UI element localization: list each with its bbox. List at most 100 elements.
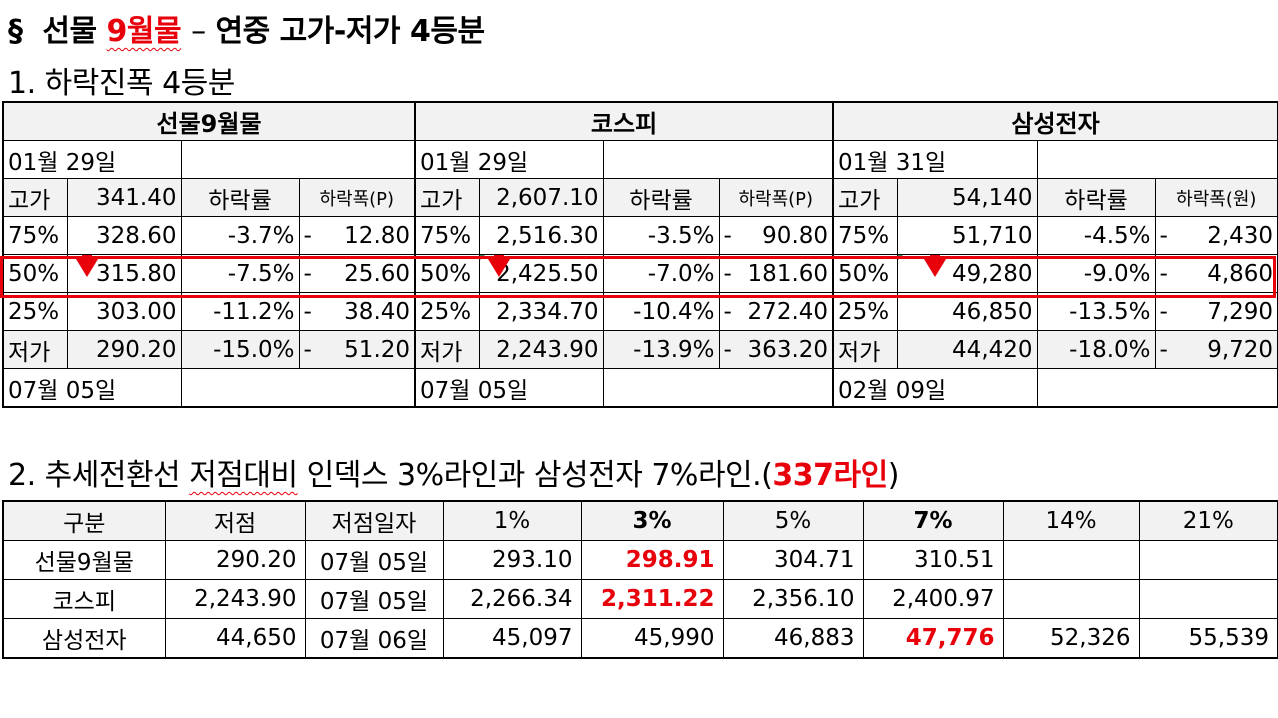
rate-cell: -18.0% [1036,330,1156,369]
amount-value: 9,720 [1207,336,1274,363]
pct-cell [1002,579,1140,619]
level-label: 고가 [832,178,898,217]
amount-value: 90.80 [762,222,829,249]
amount-cell: - 51.20 [298,330,416,369]
col-header: 21% [1138,500,1278,541]
table2-header-row: 구분 저점 저점일자 1% 3% 5% 7% 14% 21% [2,500,1278,541]
table1-header-row: 선물9월물 코스피 삼성전자 [2,101,1278,141]
amount-cell: - 38.40 [298,292,416,331]
drop-amount-header: 하락폭(P) [298,178,416,217]
rate-cell: -7.5% [180,254,300,293]
empty-cell [1036,140,1278,179]
amount-value: 4,860 [1207,260,1274,287]
price-cell: 2,334.70 [478,292,604,331]
rate-cell: -11.2% [180,292,300,331]
drop-rate-header: 하락률 [602,178,720,217]
amount-cell: - 9,720 [1154,330,1278,369]
price-cell: 303.00 [66,292,182,331]
level-label: 고가 [2,178,68,217]
dash-mark: - [723,298,732,325]
level-label: 25% [832,292,898,331]
level-label: 저가 [2,330,68,369]
price-cell: 315.80 [66,254,182,293]
drop-rate-header: 하락률 [1036,178,1156,217]
level-label: 75% [414,216,480,255]
price-value: 49,280 [952,260,1033,287]
pct-cell-highlight: 2,311.22 [580,579,724,619]
low-cell: 44,650 [164,618,306,659]
heading-text-d: ) [887,458,900,493]
price-value: 2,425.50 [496,260,599,287]
end-date: 02월 09일 [832,368,1038,408]
pct-cell: 310.51 [862,540,1004,580]
heading-text-c: 인덱스 3%라인과 삼성전자 7%라인.( [297,458,773,493]
section1-heading: 1. 하락진폭 4등분 [8,66,235,101]
start-date: 01월 29일 [2,140,182,179]
end-date: 07월 05일 [2,368,182,408]
empty-cell [180,140,416,179]
empty-cell [1036,368,1278,408]
low-row: 저가 290.20 -15.0% - 51.20 저가 2,243.90 -13.… [2,330,1278,369]
dash-mark: - [723,336,732,363]
title-part4: 연중 고가-저가 4등분 [215,14,486,49]
level-label: 25% [414,292,480,331]
price-cell: 54,140 [896,178,1038,217]
level-label: 50% [2,254,68,293]
pct-cell: 2,266.34 [442,579,582,619]
rate-cell: -4.5% [1036,216,1156,255]
rate-cell: -9.0% [1036,254,1156,293]
section-sign: § [8,14,23,49]
amount-cell: - 90.80 [718,216,834,255]
empty-cell [602,140,834,179]
dash-mark: - [303,222,312,249]
heading-text-a: 2. 추세전환선 [8,458,190,493]
row-name: 코스피 [2,579,166,619]
amount-value: 272.40 [747,298,829,325]
title-dash: – [191,14,206,49]
level-label: 25% [2,292,68,331]
rate-cell: -10.4% [602,292,720,331]
amount-value: 12.80 [344,222,411,249]
drop-range-table: 선물9월물 코스피 삼성전자 01월 29일 01월 29일 01월 31일 고… [2,101,1278,408]
price-cell: 290.20 [66,330,182,369]
dash-mark: - [1159,260,1168,287]
section2-heading: 2. 추세전환선 저점대비 인덱스 3%라인과 삼성전자 7%라인.(337라인… [8,450,899,494]
drop-amount-header: 하락폭(P) [718,178,834,217]
page-title: § 선물 9월물 – 연중 고가-저가 4등분 [8,6,485,50]
end-date: 07월 05일 [414,368,604,408]
start-date-row: 01월 29일 01월 29일 01월 31일 [2,140,1278,179]
down-arrow-icon [487,255,510,277]
dash-mark: - [1159,298,1168,325]
price-value: 315.80 [96,260,177,287]
col-header: 3% [580,500,724,541]
level-75-row: 75% 328.60 -3.7% - 12.80 75% 2,516.30 -3.… [2,216,1278,255]
dash-mark: - [723,222,732,249]
price-cell: 49,280 [896,254,1038,293]
amount-value: 7,290 [1207,298,1274,325]
price-cell: 2,516.30 [478,216,604,255]
cell-comment-marker [480,255,485,260]
amount-value: 38.40 [344,298,411,325]
pct-cell: 2,356.10 [722,579,864,619]
amount-cell: -272.40 [718,292,834,331]
cell-comment-marker [898,255,903,260]
rate-cell: -13.9% [602,330,720,369]
high-row: 고가 341.40 하락률 하락폭(P) 고가 2,607.10 하락률 하락폭… [2,178,1278,217]
pct-cell: 52,326 [1002,618,1140,659]
amount-cell: - 2,430 [1154,216,1278,255]
level-label: 75% [2,216,68,255]
title-highlight: 9월물 [106,14,182,49]
group-name: 코스피 [414,101,834,141]
price-cell: 46,850 [896,292,1038,331]
amount-value: 2,430 [1207,222,1274,249]
price-cell: 44,420 [896,330,1038,369]
price-cell: 2,425.50 [478,254,604,293]
group-name: 삼성전자 [832,101,1278,141]
level-label: 저가 [832,330,898,369]
pct-cell: 293.10 [442,540,582,580]
row-name: 삼성전자 [2,618,166,659]
pct-cell: 45,990 [580,618,724,659]
price-cell: 51,710 [896,216,1038,255]
rate-cell: -15.0% [180,330,300,369]
trend-line-table: 구분 저점 저점일자 1% 3% 5% 7% 14% 21% 선물9월물 290… [2,500,1278,659]
